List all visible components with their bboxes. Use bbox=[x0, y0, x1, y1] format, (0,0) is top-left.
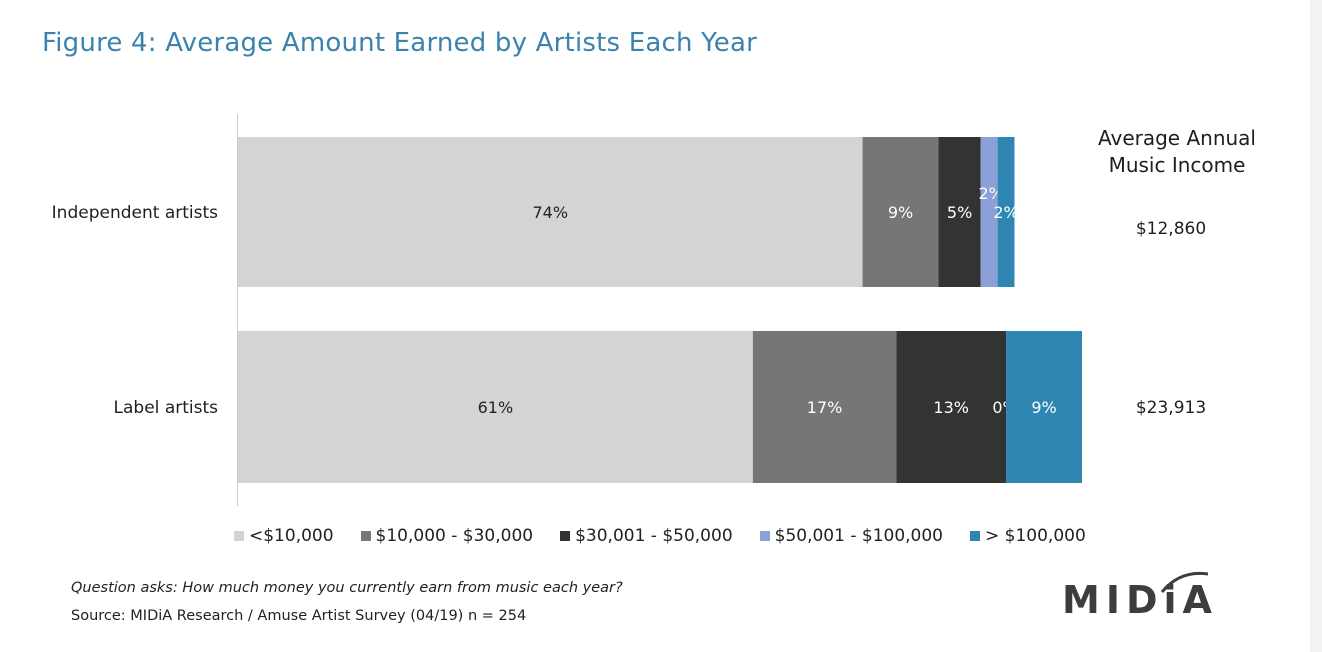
legend-swatch bbox=[759, 531, 770, 541]
logo-text: MIDiA bbox=[1062, 578, 1218, 622]
legend-swatch bbox=[970, 531, 980, 541]
bar-segment bbox=[862, 137, 939, 287]
bar-segment bbox=[238, 137, 863, 287]
chart-legend: <$10,000 $10,000 - $30,000 $30,001 - $50,0… bbox=[234, 526, 1086, 546]
stacked-bar-chart: 74% 9% 5%2%2%61% 17% 13% 0% 9% Independent art… bbox=[52, 114, 1256, 506]
midia-logo: MIDiA bbox=[1062, 578, 1218, 622]
legend-item: $30,001 - $50,000 bbox=[560, 526, 733, 546]
page-edge bbox=[1310, 0, 1322, 652]
bar-segment bbox=[752, 331, 897, 483]
category-label: Label artists bbox=[114, 398, 219, 418]
source-note: Source: MIDiA Research / Amuse Artist Su… bbox=[71, 608, 527, 624]
legend-label: > $100,000 bbox=[985, 526, 1086, 546]
legend-item: <$10,000 bbox=[234, 526, 334, 546]
data-label: 2% bbox=[993, 203, 1018, 222]
legend-swatch bbox=[360, 531, 371, 541]
category-labels: Independent artists Label artists bbox=[52, 203, 218, 418]
logo-arc-mark bbox=[1160, 571, 1209, 593]
legend-label: $10,000 - $30,000 bbox=[375, 526, 534, 546]
legend-item: > $100,000 bbox=[970, 526, 1086, 546]
data-label: 9% bbox=[888, 203, 913, 222]
bar-segment bbox=[238, 331, 753, 483]
bar-segment bbox=[980, 137, 998, 287]
legend-item: $50,001 - $100,000 bbox=[759, 526, 943, 546]
legend-label: $50,001 - $100,000 bbox=[774, 526, 943, 546]
bar-segment bbox=[938, 137, 981, 287]
category-label: Independent artists bbox=[52, 203, 218, 223]
legend-label: $30,001 - $50,000 bbox=[575, 526, 733, 546]
legend-swatch bbox=[560, 531, 571, 541]
data-label: 2% bbox=[978, 184, 1003, 203]
data-label: 74% bbox=[532, 203, 568, 222]
data-label: 13% bbox=[933, 398, 969, 417]
question-note: Question asks: How much money you curren… bbox=[71, 580, 623, 596]
data-label: 5% bbox=[947, 203, 972, 222]
income-value: $23,913 bbox=[1136, 398, 1206, 418]
data-label: 9% bbox=[1031, 398, 1056, 417]
income-column: Average Annual Music Income $12,860 $23,913 bbox=[1098, 126, 1256, 418]
bar-segment bbox=[896, 331, 1007, 483]
figure-title: Figure 4: Average Amount Earned by Artis… bbox=[42, 28, 757, 58]
bar-groups: 74% 9% 5%2%2%61% 17% 13% 0% 9% bbox=[238, 137, 1082, 483]
legend-label: <$10,000 bbox=[249, 526, 334, 546]
bar-segment bbox=[1006, 331, 1082, 483]
bar-segment bbox=[997, 137, 1015, 287]
data-label: 17% bbox=[807, 398, 843, 417]
legend-item: $10,000 - $30,000 bbox=[360, 526, 534, 546]
income-value: $12,860 bbox=[1136, 219, 1206, 239]
legend-swatch bbox=[234, 531, 244, 541]
income-header-line-1: Average Annual bbox=[1098, 126, 1256, 150]
income-header-line-2: Music Income bbox=[1109, 153, 1246, 177]
data-label: 61% bbox=[478, 398, 514, 417]
